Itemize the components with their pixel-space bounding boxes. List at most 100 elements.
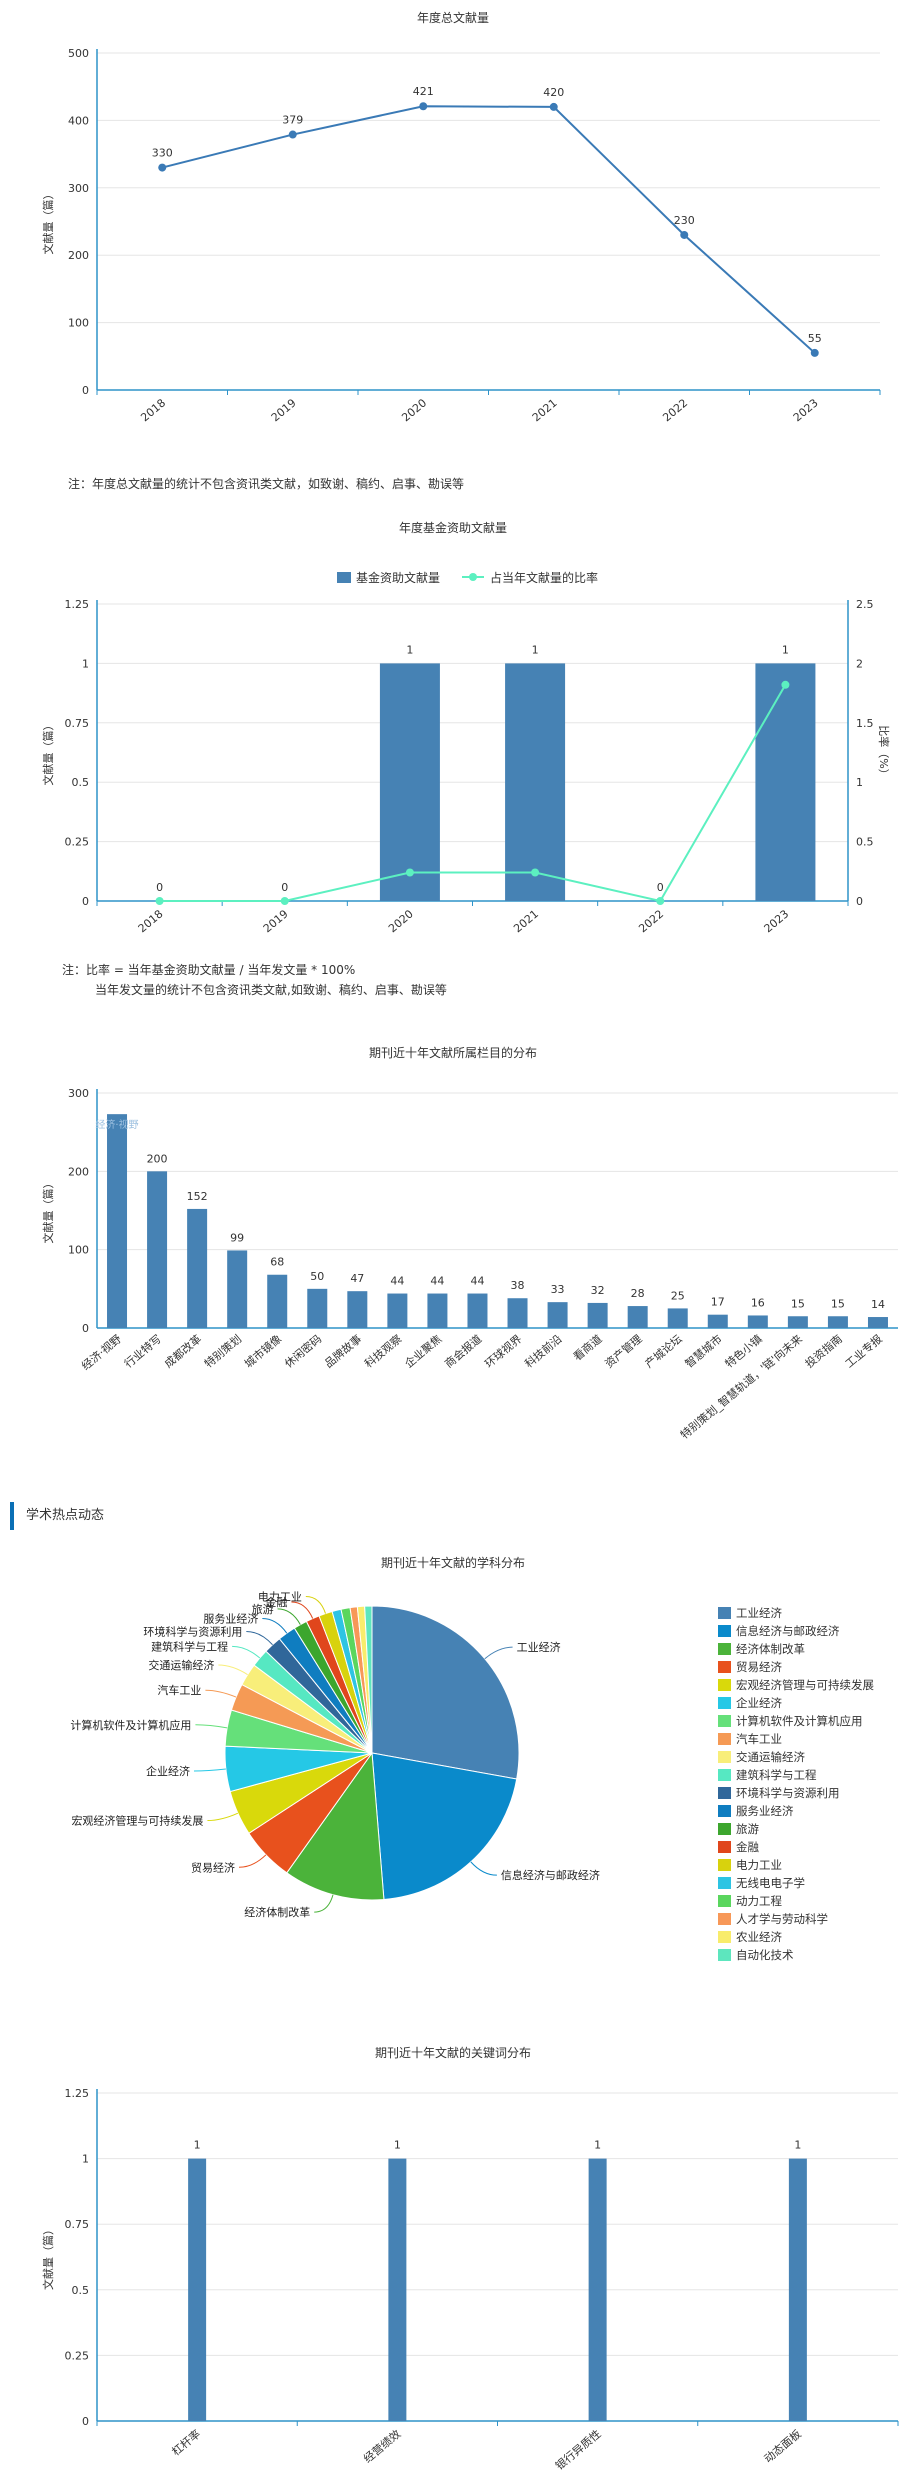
x-tick-label: 企业聚焦 [402,1332,445,1371]
data-label: 55 [808,332,822,345]
x-tick-label: 2019 [261,907,291,935]
pie-label-line [277,1608,301,1625]
legend-label-line: 占当年文献量的比率 [490,570,598,585]
legend-swatch [718,1859,731,1871]
legend-item[interactable]: 旅游 [718,1820,903,1838]
legend-item[interactable]: 宏观经济管理与可持续发展 [718,1676,903,1694]
pie-label: 交通运输经济 [148,1658,214,1672]
x-tick-label: 2020 [399,396,429,424]
legend-item[interactable]: 电力工业 [718,1856,903,1874]
legend-swatch [718,1679,731,1691]
bar-data-label: 99 [230,1231,244,1244]
y-tick-label: 0.25 [65,2349,90,2362]
bar [587,1302,608,1328]
bar [267,1274,288,1328]
legend-swatch [718,1787,731,1799]
x-tick-label: 经营绩效 [361,2427,404,2466]
legend-item[interactable]: 环境科学与资源利用 [718,1784,903,1802]
y-tick-label: 300 [68,182,89,195]
bar [347,1291,368,1328]
bar-data-label: 50 [310,1270,324,1283]
bar-data-label: 28 [631,1287,645,1300]
bar [467,1293,488,1328]
x-tick-label: 投资指南 [802,1332,845,1371]
legend-item[interactable]: 农业经济 [718,1928,903,1946]
x-tick-label: 动态面板 [761,2427,804,2466]
y-tick-label: 0 [82,2415,89,2428]
pie-label: 金融 [265,1595,287,1609]
pie-label-line [246,1631,273,1646]
data-label: 421 [413,85,434,98]
legend-item[interactable]: 汽车工业 [718,1730,903,1748]
x-tick-label: 环球视界 [482,1332,525,1371]
x-tick-label: 2021 [530,396,560,424]
bar-data-label: 16 [751,1296,765,1309]
legend-swatch [718,1607,731,1619]
legend-label: 无线电电子学 [736,1876,805,1890]
x-tick-label: 2018 [138,396,168,424]
legend-item[interactable]: 贸易经济 [718,1658,903,1676]
legend-item[interactable]: 经济体制改革 [718,1640,903,1658]
bar-data-label: 1 [406,643,413,656]
y-tick-label: 1.25 [65,2087,90,2100]
legend-item[interactable]: 信息经济与邮政经济 [718,1622,903,1640]
legend-item[interactable]: 企业经济 [718,1694,903,1712]
pie-label-line [218,1664,248,1676]
legend-label: 电力工业 [736,1858,782,1872]
y-tick-label: 0.75 [65,2218,90,2231]
x-tick-label: 成都改革 [161,1332,204,1371]
x-tick-label: 特别策划 [201,1332,244,1371]
y-tick-label: 0.5 [72,776,90,789]
legend-label: 贸易经济 [736,1660,782,1674]
legend-swatch [718,1769,731,1781]
pie-label: 建筑科学与工程 [151,1639,228,1653]
legend-label: 自动化技术 [736,1948,794,1962]
pie-label: 旅游 [252,1602,274,1616]
bar-data-label: 经济·视野 [95,1118,138,1131]
legend-item[interactable]: 金融 [718,1838,903,1856]
y-tick-label: 1.25 [65,598,90,611]
legend-item[interactable]: 人才学与劳动科学 [718,1910,903,1928]
bar [427,1293,448,1328]
x-tick-label: 资产管理 [602,1332,645,1371]
keyword-chart: 期刊近十年文献的关键词分布 0 0.25 0.5 0.75 1 1.25 文献量（篇） 杠杆率 经… [41,2045,899,2470]
legend-item[interactable]: 计算机软件及计算机应用 [718,1712,903,1730]
bar [187,1208,208,1328]
pie-label-line [484,1646,513,1660]
x-tick-label: 2023 [791,396,821,424]
bar-data-label: 200 [147,1152,168,1165]
legend-item[interactable]: 动力工程 [718,1892,903,1910]
y-tick-label: 0.5 [72,2284,90,2297]
bar-data-label: 0 [156,881,163,894]
legend-label: 环境科学与资源利用 [736,1786,840,1800]
x-tick-label: 商会报道 [442,1332,485,1371]
legend-swatch [718,1877,731,1889]
y-tick-label: 1 [82,2153,89,2166]
x-tick-label: 2018 [136,907,166,935]
legend-item[interactable]: 服务业经济 [718,1802,903,1820]
data-point [549,102,558,111]
x-tick-label: 行业特写 [121,1332,164,1371]
bar [507,1298,528,1328]
legend-swatch [718,1751,731,1763]
legend-label: 企业经济 [736,1696,782,1710]
legend-label: 金融 [736,1840,759,1854]
x-tick-label: 城市镜像 [241,1332,284,1371]
bar-data-label: 1 [594,2139,601,2152]
x-tick-label: 产城论坛 [642,1332,685,1371]
legend-label: 旅游 [736,1822,759,1836]
legend-item[interactable]: 工业经济 [718,1604,903,1622]
pie-label: 电力工业 [258,1590,302,1603]
chart-title: 年度总文献量 [417,10,489,25]
y-tick-label: 100 [68,1244,89,1257]
y-tick-label: 0.75 [65,717,90,730]
bar-data-label: 1 [394,2139,401,2152]
x-tick-label: 工业专报 [842,1332,885,1371]
pie-label: 企业经济 [146,1764,190,1778]
bar [667,1308,688,1328]
legend-item[interactable]: 无线电电子学 [718,1874,903,1892]
legend-item[interactable]: 自动化技术 [718,1946,903,1964]
bar [547,1302,568,1328]
legend-item[interactable]: 交通运输经济 [718,1748,903,1766]
legend-item[interactable]: 建筑科学与工程 [718,1766,903,1784]
